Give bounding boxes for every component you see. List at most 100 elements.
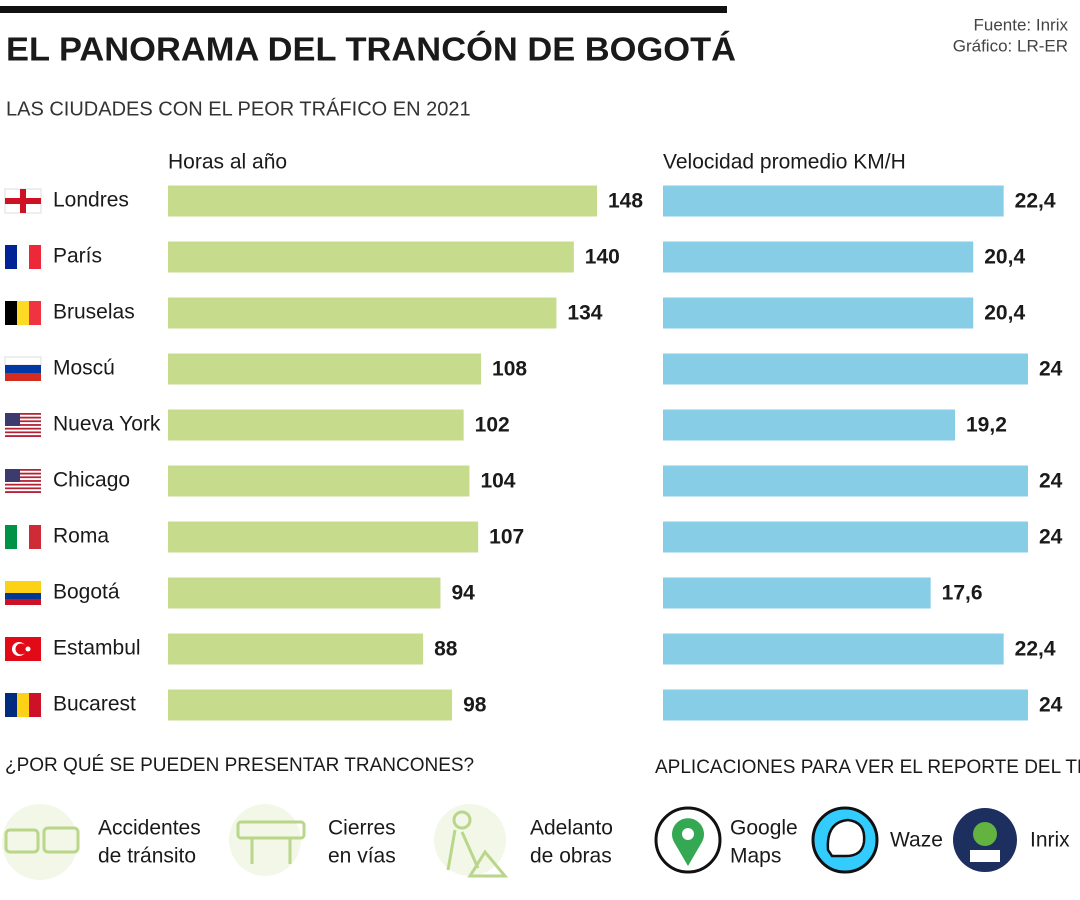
bar [663,185,1004,217]
flag [5,491,41,493]
bar [168,577,441,609]
flag [5,693,41,717]
app-icons [654,806,1017,874]
flag [5,422,41,425]
value-label: 148 [608,190,643,213]
flag [29,525,41,549]
flag [5,301,41,325]
flag [17,301,29,325]
cause-label: en vías [328,845,396,868]
value-label: 88 [434,638,458,661]
flag [5,427,41,430]
bar [663,409,955,441]
bar [168,185,597,217]
flag [5,581,41,605]
flag [5,480,41,482]
flag [5,474,41,477]
source: Gráfico: LR-ER [953,36,1068,55]
source: Fuente: Inrix [974,15,1069,34]
value-label: 24 [1039,526,1063,549]
flag [5,416,41,419]
value-label: 140 [585,246,620,269]
flag [5,413,41,437]
section-title: APLICACIONES PARA VER EL REPORTE DEL TRÁ… [655,757,1080,778]
section-title: ¿POR QUÉ SE PUEDEN PRESENTAR TRANCONES? [5,755,474,776]
flag [5,470,41,473]
value-label: 134 [567,302,602,325]
cause-label: de tránsito [98,845,196,868]
flag [4,356,42,381]
flag [4,188,42,214]
value-label: 24 [1039,470,1063,493]
bar [663,577,931,609]
category-label: Bruselas [53,301,135,324]
flag [5,693,17,717]
cause-label: Accidentes [98,817,201,840]
bar [168,241,574,273]
value-label: 22,4 [1015,638,1056,661]
bar [168,465,470,497]
flag [5,245,17,269]
app-label: Inrix [1030,829,1070,852]
category-label: París [53,245,102,268]
flag [5,525,17,549]
flag [5,478,41,481]
flag [29,301,41,325]
app-label: Waze [890,829,943,852]
value-label: 20,4 [984,246,1025,269]
bar [168,297,557,329]
top-rule [0,6,727,13]
flag [5,429,41,432]
flag [5,469,41,493]
flag [5,424,41,426]
bar [663,353,1028,385]
value-label: 98 [463,694,487,717]
cause-label: Adelanto [530,817,613,840]
flag [5,581,41,593]
category-label: Bogotá [53,581,120,604]
bar [168,689,453,721]
value-label: 24 [1039,358,1063,381]
value-label: 24 [1039,694,1063,717]
flag [5,469,41,471]
cause-label: Cierres [328,817,396,840]
panel-title: Horas al año [168,151,287,174]
title: EL PANORAMA DEL TRANCÓN DE BOGOTÁ [6,31,736,68]
value-label: 17,6 [942,582,983,605]
value-label: 20,4 [984,302,1025,325]
flag [15,643,27,655]
flag [5,425,41,428]
flag [5,525,41,549]
value-label: 108 [492,358,527,381]
value-label: 104 [480,470,515,493]
flag [5,485,41,488]
flag [5,489,41,492]
value-label: 22,4 [1015,190,1056,213]
flag [17,245,29,269]
flag [29,693,41,717]
flag [5,435,41,437]
flag [17,693,29,717]
flag [5,476,41,479]
app-label: Maps [730,845,781,868]
flag [5,365,41,373]
flag [5,431,41,434]
category-label: Nueva York [53,413,161,436]
category-label: Chicago [53,469,130,492]
flag [29,245,41,269]
subtitle: LAS CIUDADES CON EL PEOR TRÁFICO EN 2021 [6,97,471,120]
flag [5,245,41,269]
flag [4,356,42,366]
flag [5,198,41,204]
flag [5,413,20,426]
flag [5,433,41,436]
flag [17,525,29,549]
value-label: 94 [451,582,475,605]
flag [5,593,41,599]
value-label: 107 [489,526,524,549]
flag [5,483,41,486]
bar [168,633,424,665]
bar [663,465,1028,497]
value-label: 102 [475,414,510,437]
